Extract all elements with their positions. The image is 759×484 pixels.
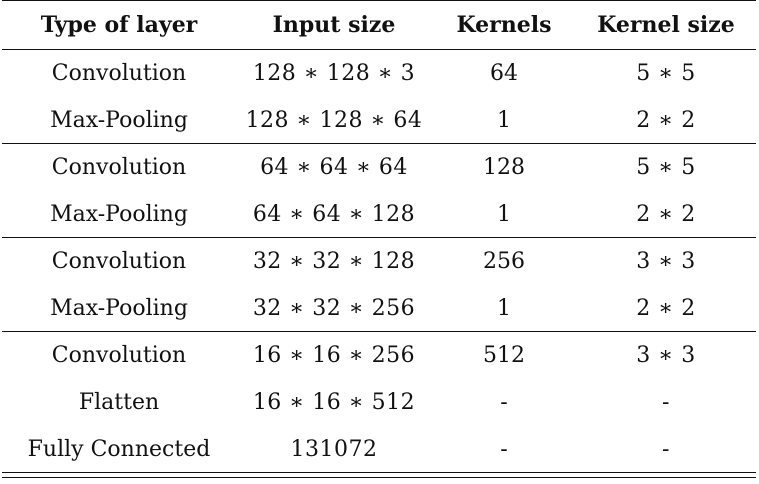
cell-kernels: 256 xyxy=(483,249,525,274)
header-kernel-size: Kernel size xyxy=(597,12,735,38)
top-rule xyxy=(2,0,756,1)
row-rule-2 xyxy=(2,237,756,238)
cell-input-size: 16 ∗ 16 ∗ 256 xyxy=(252,343,416,368)
cell-kernels: - xyxy=(500,390,508,415)
cell-layer-type: Fully Connected xyxy=(27,437,211,462)
cell-kernels: 64 xyxy=(490,61,518,86)
cell-layer-type: Max-Pooling xyxy=(50,202,188,227)
cell-input-size: 131072 xyxy=(290,437,378,462)
cell-input-size: 16 ∗ 16 ∗ 512 xyxy=(252,390,416,415)
cell-kernels: - xyxy=(500,437,508,462)
table-row: Fully Connected 131072 - - xyxy=(2,426,756,473)
cell-kernel-size: - xyxy=(662,390,670,415)
cell-kernel-size: 5 ∗ 5 xyxy=(636,61,696,86)
cell-input-size: 64 ∗ 64 ∗ 128 xyxy=(252,202,416,227)
cell-kernels: 1 xyxy=(497,202,511,227)
cell-layer-type: Max-Pooling xyxy=(50,296,188,321)
table-row: Flatten 16 ∗ 16 ∗ 512 - - xyxy=(2,379,756,426)
cell-input-size: 128 ∗ 128 ∗ 64 xyxy=(245,108,423,133)
cell-kernel-size: 2 ∗ 2 xyxy=(636,108,696,133)
table-row: Convolution 16 ∗ 16 ∗ 256 512 3 ∗ 3 xyxy=(2,332,756,379)
bottom-rule-2 xyxy=(2,477,756,478)
table-row: Convolution 64 ∗ 64 ∗ 64 128 5 ∗ 5 xyxy=(2,144,756,191)
table-row: Max-Pooling 64 ∗ 64 ∗ 128 1 2 ∗ 2 xyxy=(2,191,756,238)
cnn-layer-table: Type of layer Input size Kernels Kernel … xyxy=(2,0,756,473)
header-kernels: Kernels xyxy=(456,12,552,38)
cell-kernel-size: 2 ∗ 2 xyxy=(636,202,696,227)
cell-input-size: 32 ∗ 32 ∗ 128 xyxy=(252,249,416,274)
cell-layer-type: Max-Pooling xyxy=(50,108,188,133)
table-row: Max-Pooling 128 ∗ 128 ∗ 64 1 2 ∗ 2 xyxy=(2,97,756,144)
cell-kernel-size: 3 ∗ 3 xyxy=(636,249,696,274)
bottom-rule-1 xyxy=(2,472,756,473)
cell-layer-type: Flatten xyxy=(78,390,160,415)
cell-input-size: 64 ∗ 64 ∗ 64 xyxy=(260,155,408,180)
cell-kernels: 1 xyxy=(497,296,511,321)
cell-layer-type: Convolution xyxy=(51,343,187,368)
cell-kernels: 128 xyxy=(483,155,525,180)
table-row: Convolution 128 ∗ 128 ∗ 3 64 5 ∗ 5 xyxy=(2,50,756,97)
cell-layer-type: Convolution xyxy=(51,61,187,86)
header-type-of-layer: Type of layer xyxy=(40,12,198,38)
cell-kernels: 512 xyxy=(483,343,525,368)
header-rule xyxy=(2,49,756,50)
cell-input-size: 32 ∗ 32 ∗ 256 xyxy=(252,296,416,321)
table-row: Max-Pooling 32 ∗ 32 ∗ 256 1 2 ∗ 2 xyxy=(2,285,756,332)
cell-kernels: 1 xyxy=(497,108,511,133)
cell-layer-type: Convolution xyxy=(51,249,187,274)
header-input-size: Input size xyxy=(272,12,396,38)
cell-input-size: 128 ∗ 128 ∗ 3 xyxy=(252,61,416,86)
cell-kernel-size: - xyxy=(662,437,670,462)
row-rule-3 xyxy=(2,331,756,332)
row-rule-1 xyxy=(2,143,756,144)
cell-kernel-size: 3 ∗ 3 xyxy=(636,343,696,368)
cell-layer-type: Convolution xyxy=(51,155,187,180)
cell-kernel-size: 5 ∗ 5 xyxy=(636,155,696,180)
header-row: Type of layer Input size Kernels Kernel … xyxy=(2,0,756,50)
table-row: Convolution 32 ∗ 32 ∗ 128 256 3 ∗ 3 xyxy=(2,238,756,285)
cell-kernel-size: 2 ∗ 2 xyxy=(636,296,696,321)
